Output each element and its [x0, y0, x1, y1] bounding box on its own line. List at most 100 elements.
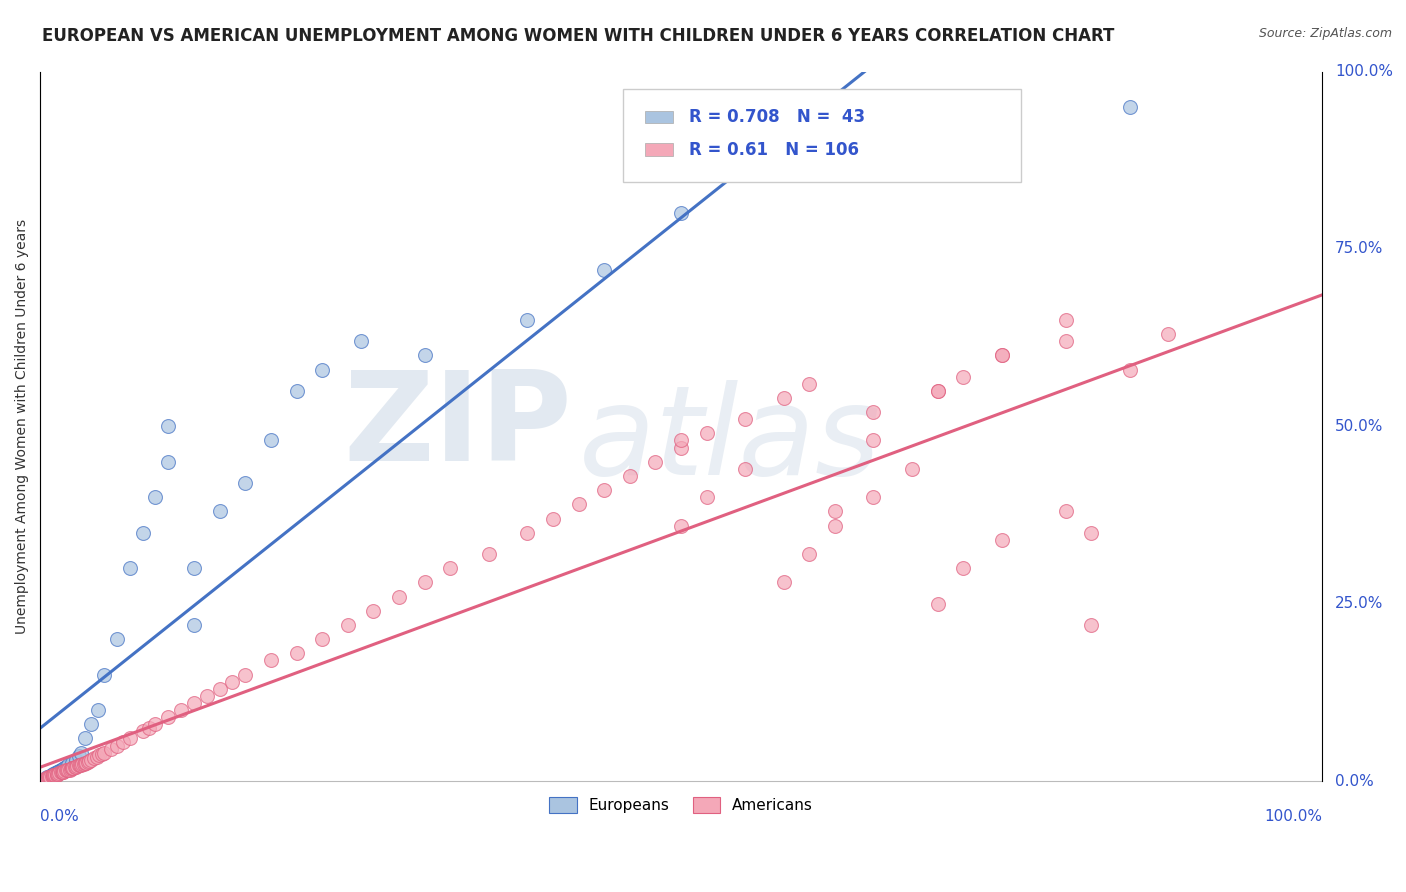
Point	[696, 490, 718, 504]
Point	[55, 760, 77, 774]
Point	[439, 561, 461, 575]
Point	[93, 746, 115, 760]
Point	[413, 575, 436, 590]
Point	[42, 767, 65, 781]
Point	[46, 767, 69, 781]
Point	[927, 384, 949, 398]
Text: 25.0%: 25.0%	[1334, 596, 1384, 611]
Point	[44, 766, 66, 780]
Point	[42, 769, 65, 783]
Point	[1054, 504, 1077, 518]
Y-axis label: Unemployment Among Women with Children Under 6 years: Unemployment Among Women with Children U…	[15, 219, 30, 634]
Point	[644, 455, 666, 469]
Point	[80, 753, 103, 767]
Point	[62, 760, 84, 774]
Text: 100.0%: 100.0%	[1334, 64, 1393, 79]
Point	[73, 756, 96, 771]
Point	[80, 717, 103, 731]
Point	[336, 618, 359, 632]
Point	[83, 751, 105, 765]
Point	[60, 756, 83, 771]
Point	[990, 533, 1012, 547]
Point	[73, 731, 96, 746]
Point	[118, 731, 141, 746]
Point	[72, 756, 94, 771]
Point	[138, 721, 160, 735]
Point	[65, 760, 87, 774]
Point	[990, 348, 1012, 362]
Text: R = 0.61   N = 106: R = 0.61 N = 106	[689, 141, 859, 159]
Point	[70, 757, 93, 772]
Text: 0.0%: 0.0%	[41, 809, 79, 824]
Point	[100, 742, 122, 756]
Text: 75.0%: 75.0%	[1334, 242, 1384, 256]
Point	[208, 504, 231, 518]
Point	[349, 334, 371, 348]
Point	[772, 391, 794, 405]
Point	[45, 767, 67, 781]
Point	[51, 763, 73, 777]
Point	[260, 653, 283, 667]
Point	[46, 764, 69, 779]
Point	[58, 763, 80, 777]
Text: EUROPEAN VS AMERICAN UNEMPLOYMENT AMONG WOMEN WITH CHILDREN UNDER 6 YEARS CORREL: EUROPEAN VS AMERICAN UNEMPLOYMENT AMONG …	[42, 27, 1115, 45]
Point	[170, 703, 193, 717]
Text: Source: ZipAtlas.com: Source: ZipAtlas.com	[1258, 27, 1392, 40]
Point	[63, 760, 86, 774]
Point	[58, 763, 80, 777]
FancyBboxPatch shape	[623, 89, 1021, 182]
Legend: Europeans, Americans: Europeans, Americans	[543, 791, 820, 820]
Point	[87, 703, 110, 717]
Point	[478, 547, 501, 561]
Point	[669, 206, 692, 220]
Point	[105, 739, 128, 753]
FancyBboxPatch shape	[645, 111, 673, 123]
Text: R = 0.708   N =  43: R = 0.708 N = 43	[689, 108, 865, 126]
Point	[38, 770, 60, 784]
Point	[35, 771, 58, 785]
Point	[260, 434, 283, 448]
Point	[734, 462, 756, 476]
Point	[52, 764, 75, 779]
Point	[901, 462, 924, 476]
Point	[1080, 618, 1102, 632]
Point	[56, 764, 79, 778]
Point	[567, 497, 589, 511]
Point	[131, 724, 153, 739]
Point	[53, 764, 76, 778]
Point	[75, 756, 97, 770]
Point	[990, 348, 1012, 362]
Point	[49, 764, 72, 778]
Text: ZIP: ZIP	[343, 366, 572, 487]
Point	[285, 646, 308, 660]
Point	[48, 764, 70, 778]
Point	[41, 769, 63, 783]
Point	[52, 764, 75, 779]
Point	[53, 761, 76, 775]
Point	[516, 525, 538, 540]
Point	[39, 769, 62, 783]
Point	[157, 710, 180, 724]
Point	[824, 504, 846, 518]
Point	[32, 772, 55, 786]
Point	[157, 455, 180, 469]
Point	[927, 384, 949, 398]
Point	[772, 575, 794, 590]
Point	[48, 766, 70, 780]
Point	[285, 384, 308, 398]
Point	[49, 765, 72, 780]
Point	[112, 735, 135, 749]
Point	[233, 476, 256, 491]
Point	[799, 547, 821, 561]
Point	[86, 750, 108, 764]
Point	[77, 754, 100, 768]
Point	[593, 483, 616, 497]
Point	[388, 590, 411, 604]
Point	[52, 762, 75, 776]
Point	[619, 469, 641, 483]
Point	[42, 767, 65, 781]
Point	[1119, 100, 1142, 114]
Point	[87, 748, 110, 763]
Point	[862, 405, 884, 419]
Point	[76, 755, 98, 769]
